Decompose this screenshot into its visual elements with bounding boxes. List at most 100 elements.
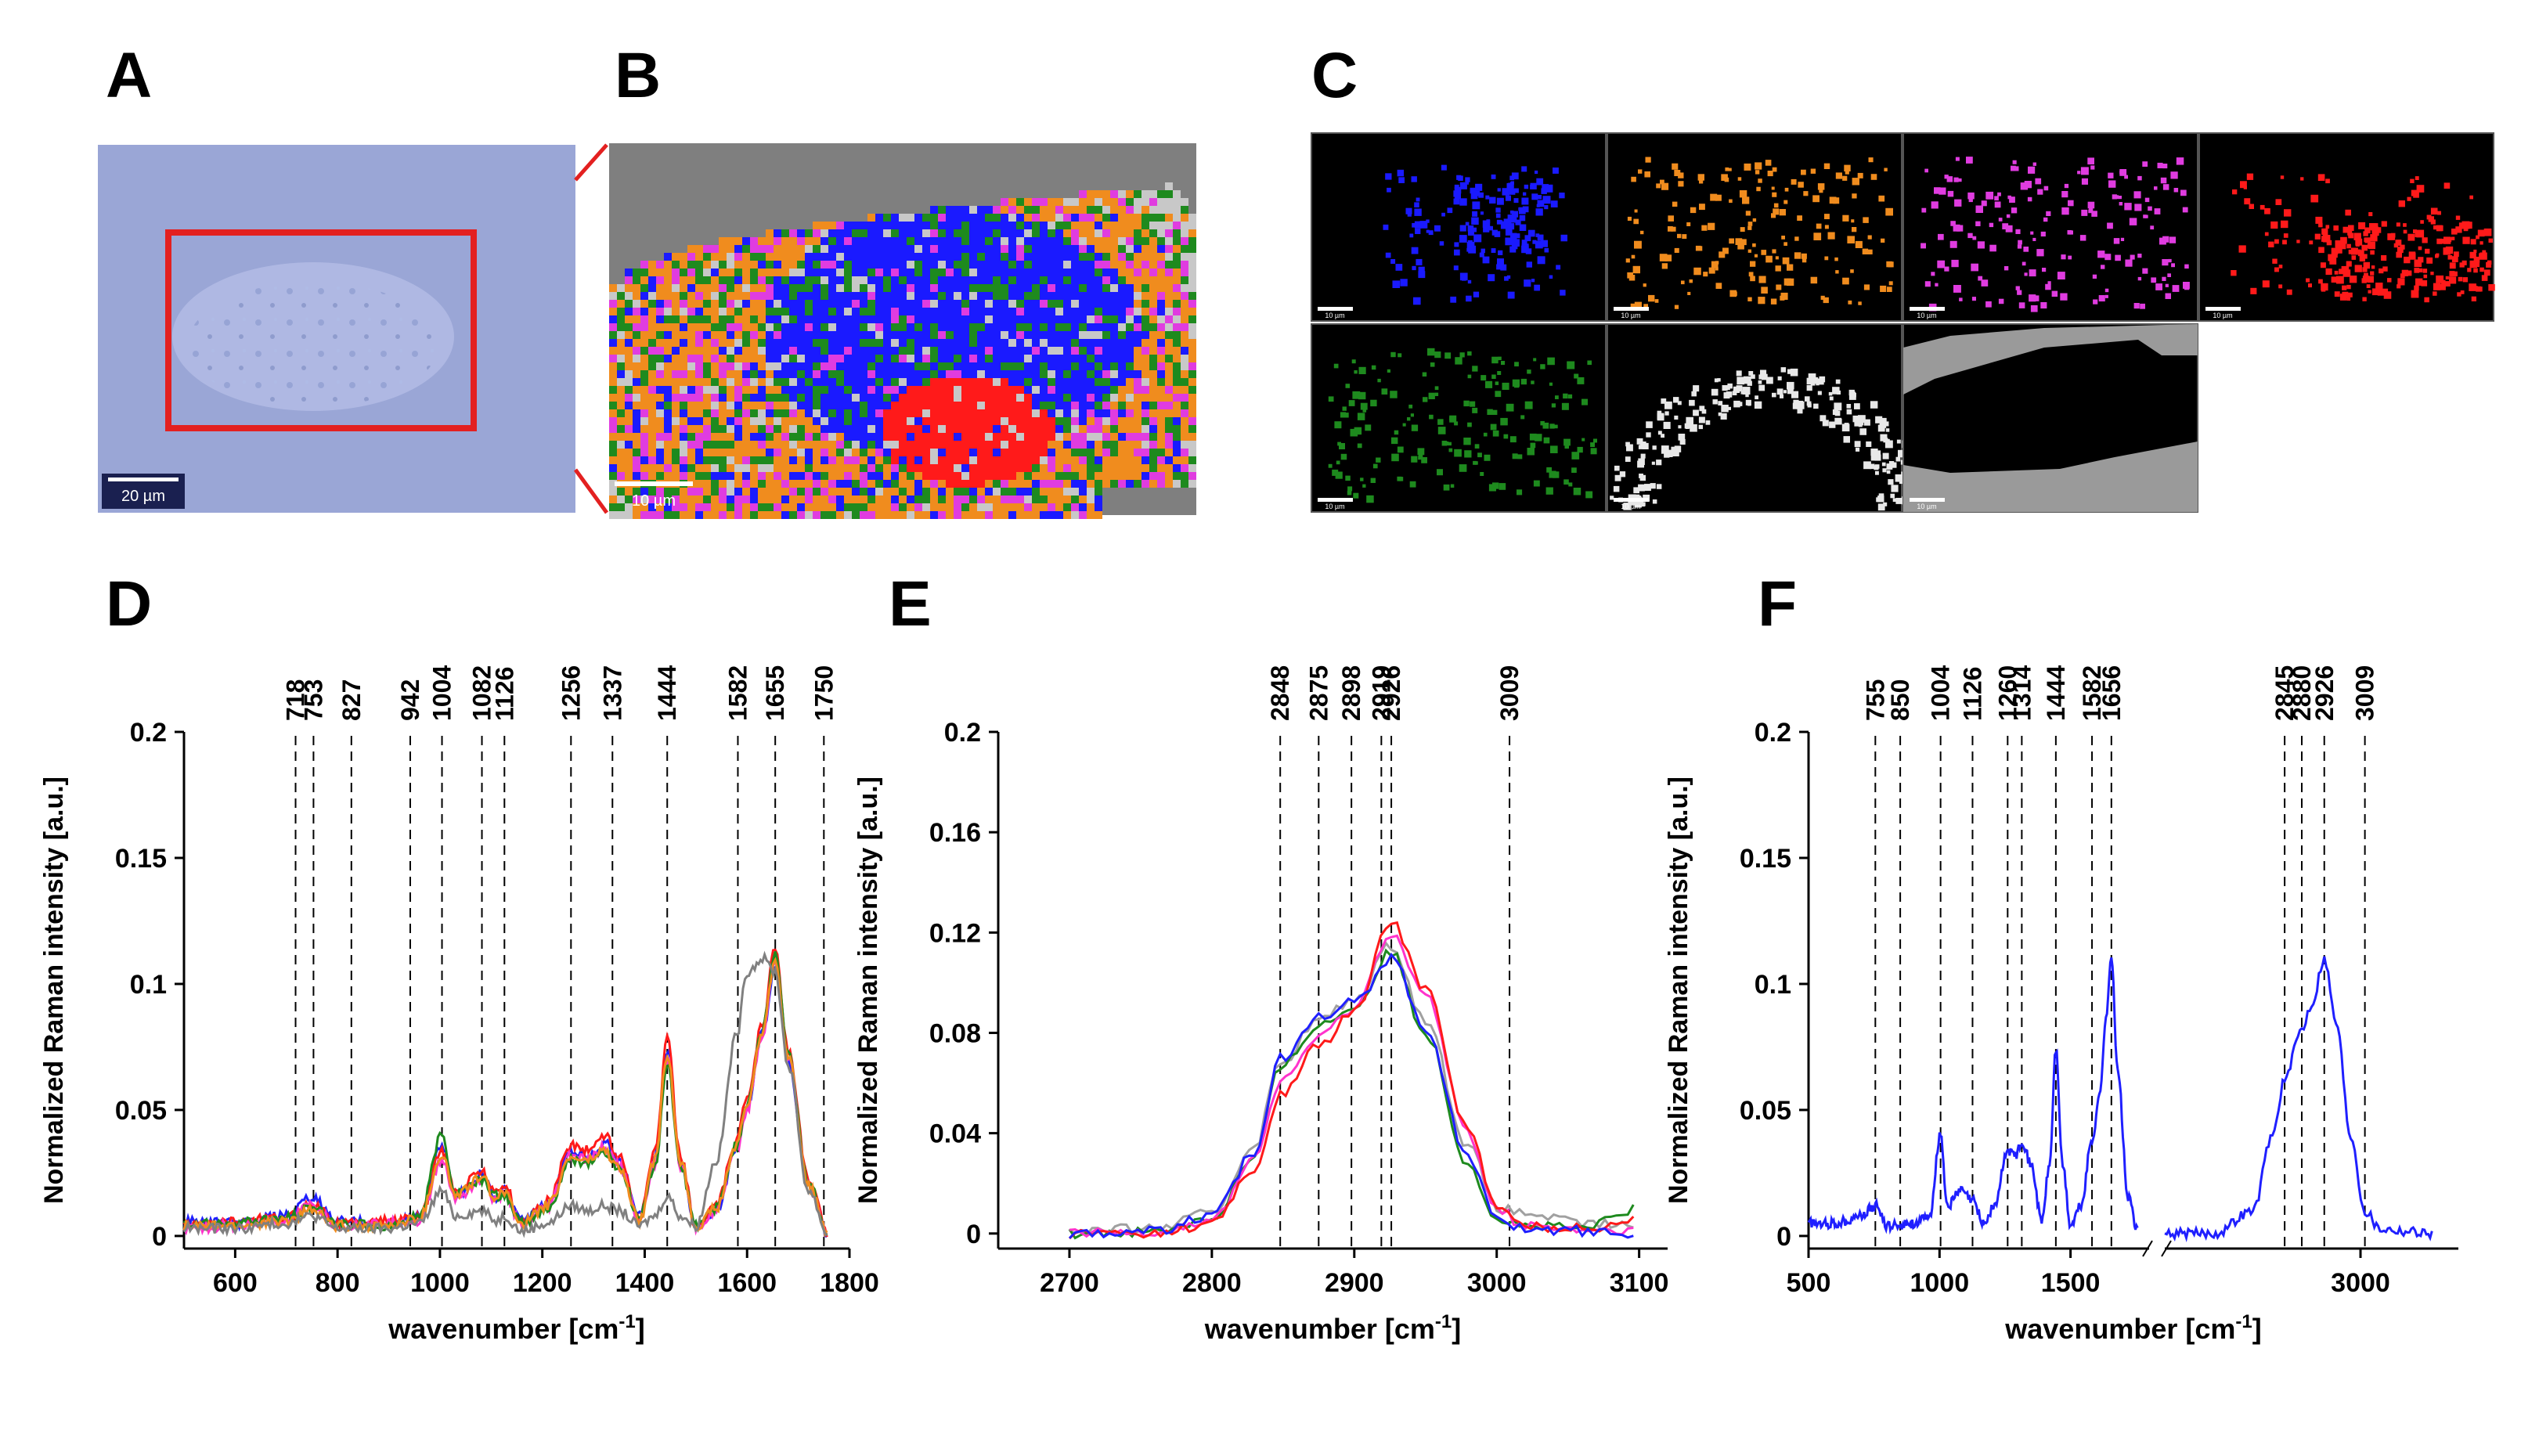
panel-a-scalebar-label: 20 µm (121, 488, 165, 505)
panel-label-d: D (106, 568, 153, 640)
peak-label: 3009 (2351, 665, 2379, 721)
x-tick-label: 1500 (2041, 1268, 2101, 1298)
y-tick-label: 0.1 (130, 970, 167, 1000)
x-tick-label: 2800 (1182, 1268, 1242, 1298)
peak-label: 1655 (761, 665, 789, 721)
y-tick-label: 0 (1776, 1222, 1791, 1252)
x-tick-label: 1400 (615, 1268, 675, 1298)
chart-e: 0 0.04 0.08 0.12 0.16 0.2 2700 2800 2900 3000 3100… (853, 665, 1668, 1345)
peak-label: 1126 (1958, 667, 1986, 721)
peak-label: 2898 (1337, 665, 1365, 721)
peak-label: 1314 (2007, 665, 2036, 721)
x-axis-label: wavenumber [cm-1] (1204, 1311, 1461, 1345)
y-tick-label: 0.16 (929, 818, 981, 848)
panel-label-a: A (106, 40, 153, 111)
y-tick-label: 0.08 (929, 1018, 981, 1048)
peak-label: 3009 (1495, 665, 1524, 721)
panel-c-tile-gray: 10 µm (1902, 323, 2198, 513)
y-tick-label: 0 (966, 1220, 981, 1249)
panel-c-cluster-tiles: 10 µm 10 µm 10 µm 10 µm 10 µm 10 µm 10 µm (1311, 132, 2495, 513)
x-tick-label: 1600 (717, 1268, 777, 1298)
x-tick-label: 500 (1787, 1268, 1831, 1298)
panel-c-scalebar-label: 10 µm (1621, 312, 1640, 319)
y-tick-label: 0 (152, 1222, 167, 1252)
y-tick-label: 0.2 (944, 718, 981, 748)
series-gray (182, 950, 828, 1238)
peak-label: 2926 (1377, 665, 1405, 721)
panel-a-scalebar (108, 478, 179, 481)
peak-label: 1582 (2078, 665, 2106, 721)
series-blue (1807, 956, 2433, 1243)
x-tick-label: 1200 (513, 1268, 572, 1298)
x-tick-label: 1000 (410, 1268, 470, 1298)
peak-label: 1004 (428, 665, 456, 721)
chart-d: 0 0.05 0.1 0.15 0.2 600 800 1000 1200 1400 1600 180… (39, 665, 879, 1345)
peak-label: 2926 (2310, 665, 2339, 721)
panel-c-scalebar-label: 10 µm (1325, 312, 1344, 319)
panel-c-tile-blue: 10 µm (1311, 132, 1607, 322)
x-tick-label: 600 (213, 1268, 258, 1298)
peak-label: 2880 (2288, 665, 2316, 721)
y-tick-label: 0.05 (1740, 1096, 1791, 1126)
series-green (182, 951, 828, 1236)
x-axis-label: wavenumber [cm-1] (2004, 1311, 2261, 1345)
panel-label-e: E (889, 568, 932, 640)
panel-c-scalebar-label: 10 µm (1917, 503, 1936, 510)
x-tick-label: 2900 (1325, 1268, 1384, 1298)
panel-c-scalebar-label: 10 µm (1621, 503, 1640, 510)
series-orange (182, 957, 828, 1238)
axis-break-mark (2142, 1240, 2153, 1257)
peak-label: 2919 (1367, 665, 1395, 721)
panel-c-tile-red: 10 µm (2198, 132, 2495, 322)
y-tick-label: 0.2 (1755, 718, 1791, 748)
series-blue (1068, 952, 1634, 1239)
y-axis-label: Normalized Raman intensity [a.u.] (1664, 777, 1693, 1204)
peak-label: 1582 (723, 665, 752, 721)
peak-label: 1004 (1927, 665, 1955, 721)
y-tick-label: 0.1 (1755, 970, 1791, 1000)
axis-break-mark (2161, 1240, 2172, 1257)
peak-label: 1444 (653, 665, 681, 721)
y-tick-label: 0.05 (115, 1096, 167, 1126)
peak-label: 753 (299, 679, 327, 721)
zoom-connector-bottom (573, 468, 609, 514)
y-tick-label: 0.15 (1740, 844, 1791, 874)
peak-label: 718 (282, 679, 310, 721)
y-tick-label: 0.04 (929, 1119, 981, 1149)
peak-label: 2875 (1304, 665, 1333, 721)
panel-c-scalebar-label: 10 µm (1917, 312, 1936, 319)
panel-label-b: B (615, 40, 662, 111)
y-tick-label: 0.12 (929, 918, 981, 948)
x-tick-label: 3000 (1467, 1268, 1527, 1298)
panel-label-c: C (1311, 40, 1358, 111)
y-tick-label: 0.2 (130, 718, 167, 748)
zoom-connector-top (574, 143, 608, 182)
panel-b-scalebar-label: 10 µm (632, 492, 676, 510)
peak-label: 1444 (2042, 665, 2070, 721)
panel-b-scalebar (615, 481, 693, 486)
x-axis-label: wavenumber [cm-1] (388, 1311, 644, 1345)
x-tick-label: 3000 (2331, 1268, 2390, 1298)
peak-label: 1750 (810, 665, 838, 721)
peak-label: 755 (1861, 679, 1889, 721)
peak-label: 1337 (598, 665, 626, 721)
panel-c-scalebar-label: 10 µm (1325, 503, 1344, 510)
panel-c-tile-orange: 10 µm (1607, 132, 1902, 322)
peak-label: 1260 (1993, 665, 2021, 721)
peak-label: 2845 (2270, 665, 2299, 721)
y-axis-label: Normalized Raman intensity [a.u.] (853, 777, 883, 1204)
x-tick-label: 2700 (1040, 1268, 1099, 1298)
x-tick-label: 1000 (1910, 1268, 1969, 1298)
panel-a-roi-box (165, 229, 477, 431)
peak-label: 1082 (468, 665, 496, 721)
peak-label: 942 (396, 679, 424, 721)
panel-label-f: F (1758, 568, 1798, 640)
peak-label: 1656 (2097, 665, 2126, 721)
peak-label: 1256 (557, 665, 585, 721)
x-tick-label: 1800 (820, 1268, 879, 1298)
y-axis-label: Normalized Raman intensity [a.u.] (39, 777, 69, 1204)
panel-c-tile-magenta: 10 µm (1902, 132, 2198, 322)
peak-label: 1126 (490, 667, 518, 721)
